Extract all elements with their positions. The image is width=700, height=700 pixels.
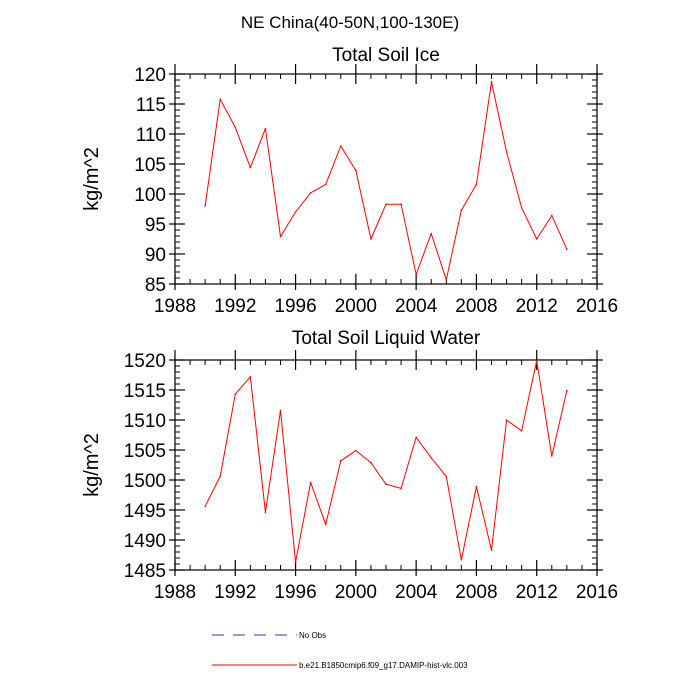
data-point xyxy=(204,205,206,207)
x-tick-label: 2008 xyxy=(455,582,497,603)
data-point xyxy=(430,232,433,235)
panel-title: Total Soil Liquid Water xyxy=(292,328,481,349)
y-tick-label: 1510 xyxy=(124,411,166,432)
y-tick-label: 115 xyxy=(136,95,166,116)
y-tick-label: 1520 xyxy=(124,351,166,372)
data-point xyxy=(400,203,402,205)
data-point xyxy=(505,419,508,421)
x-tick-label: 2016 xyxy=(576,582,618,603)
y-tick-label: 1505 xyxy=(124,441,166,462)
data-point xyxy=(249,166,252,169)
data-point xyxy=(460,209,463,211)
data-point xyxy=(219,98,222,100)
data-point xyxy=(219,475,222,478)
data-point xyxy=(204,505,206,508)
data-point xyxy=(550,455,553,457)
y-tick-label: 90 xyxy=(145,245,166,266)
x-tick-label: 2004 xyxy=(395,582,438,603)
y-tick-label: 1495 xyxy=(124,501,166,522)
panel-total-soil-ice: Total Soil Ice 1988 1992 1996 2000 2004 2008 20… xyxy=(81,45,618,317)
data-point xyxy=(445,279,448,281)
y-tick-label: 1490 xyxy=(124,531,166,552)
data-point xyxy=(234,393,237,396)
x-tick-label: 2000 xyxy=(335,296,377,317)
y-tick-label: 105 xyxy=(134,155,166,176)
data-point xyxy=(520,207,523,209)
x-tick-label: 2012 xyxy=(516,296,558,317)
data-point xyxy=(264,127,267,130)
series-line xyxy=(204,360,568,563)
y-tick-label: 1485 xyxy=(124,561,166,582)
data-point xyxy=(415,436,417,439)
y-tick-label: 110 xyxy=(136,125,166,146)
data-point xyxy=(279,409,282,412)
legend-label-no-obs: No Obs xyxy=(299,631,326,640)
data-point xyxy=(550,214,553,217)
data-point xyxy=(490,81,493,83)
data-point xyxy=(370,238,372,240)
data-point xyxy=(535,238,538,240)
y-axis-label: kg/m^2 xyxy=(81,433,103,497)
data-point xyxy=(400,487,402,490)
x-tick-label: 2008 xyxy=(455,296,497,317)
plot-frame xyxy=(174,73,598,285)
legend-item-no-obs: No Obs xyxy=(212,631,326,640)
data-point xyxy=(566,389,568,392)
x-tick-label: 1988 xyxy=(154,582,196,603)
data-point xyxy=(370,461,372,464)
x-tick-label: 1996 xyxy=(274,582,316,603)
y-tick-label: 1500 xyxy=(124,471,166,492)
x-tick-label: 1988 xyxy=(154,296,196,317)
x-tick-label: 2012 xyxy=(516,582,558,603)
data-point xyxy=(249,376,252,378)
legend-item-model-run: b.e21.B1850cmip6.f09_g17.DAMIP-hist-vlc.… xyxy=(212,661,468,670)
data-point xyxy=(355,169,357,172)
data-point xyxy=(294,211,297,213)
data-point xyxy=(415,273,417,276)
data-point xyxy=(520,430,523,432)
figure-suptitle: NE China(40-50N,100-130E) xyxy=(241,13,459,32)
x-tick-label: 2016 xyxy=(576,296,618,317)
x-tick-label: 2004 xyxy=(395,296,438,317)
data-point xyxy=(475,485,478,488)
data-point xyxy=(309,481,312,484)
data-point xyxy=(339,460,342,462)
y-tick-label: 100 xyxy=(134,185,166,206)
data-point xyxy=(460,559,463,561)
data-point xyxy=(264,511,267,514)
data-point xyxy=(309,192,312,194)
legend: No Obs b.e21.B1850cmip6.f09_g17.DAMIP-hi… xyxy=(212,631,468,670)
data-point xyxy=(324,523,327,526)
y-tick-label: 95 xyxy=(145,215,166,236)
data-point xyxy=(339,145,342,147)
data-point xyxy=(490,549,493,551)
data-point xyxy=(385,483,387,486)
data-point xyxy=(566,248,568,250)
y-tick-label: 120 xyxy=(134,65,166,86)
panel-title: Total Soil Ice xyxy=(332,45,440,66)
x-tick-label: 1992 xyxy=(214,582,256,603)
y-axis-label: kg/m^2 xyxy=(81,147,103,211)
data-point xyxy=(294,561,297,563)
data-point xyxy=(430,457,433,459)
data-point xyxy=(324,183,327,186)
data-point xyxy=(475,183,478,186)
x-tick-label: 1996 xyxy=(274,296,316,317)
data-point xyxy=(385,203,387,205)
y-tick-label: 85 xyxy=(145,275,166,296)
data-point xyxy=(535,359,538,362)
x-tick-label: 2000 xyxy=(335,582,377,603)
series-line xyxy=(204,81,568,281)
plot-frame xyxy=(174,359,598,571)
data-point xyxy=(445,475,448,478)
data-point xyxy=(355,449,357,452)
x-tick-label: 1992 xyxy=(214,296,256,317)
data-point xyxy=(234,126,237,129)
data-point xyxy=(505,151,508,153)
data-point xyxy=(279,235,282,238)
legend-label-model-run: b.e21.B1850cmip6.f09_g17.DAMIP-hist-vlc.… xyxy=(299,661,468,670)
y-tick-label: 1515 xyxy=(124,381,166,402)
panel-total-soil-liquid-water: Total Soil Liquid Water 1988 1992 1996 2000 2… xyxy=(81,328,618,603)
